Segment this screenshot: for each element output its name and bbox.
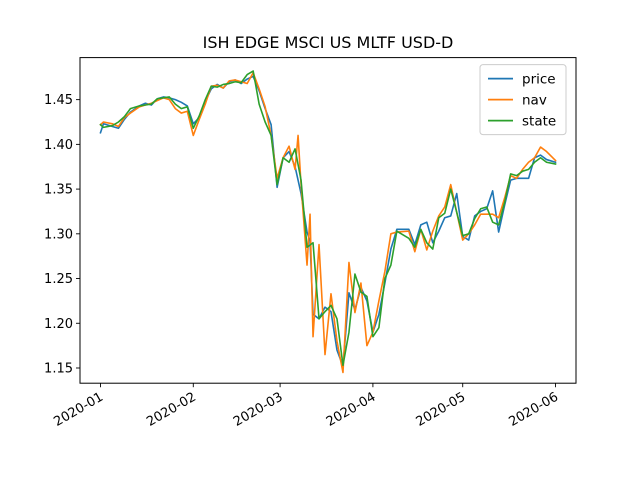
y-tick-label: 1.15 bbox=[44, 361, 73, 376]
series-layer bbox=[99, 70, 557, 374]
series-line-state bbox=[99, 70, 557, 367]
x-tick-label: 2020-04 bbox=[324, 390, 379, 430]
y-axis: 1.15 1.20 1.25 1.30 1.35 1.40 1.45 bbox=[44, 93, 80, 376]
legend-label-price: price bbox=[522, 72, 556, 88]
y-tick-label: 1.40 bbox=[44, 138, 73, 153]
y-tick-label: 1.30 bbox=[44, 227, 73, 242]
x-tick-label: 2020-05 bbox=[414, 390, 469, 430]
x-tick-label: 2020-01 bbox=[51, 390, 106, 430]
legend: price nav state bbox=[479, 64, 567, 136]
y-tick-label: 1.20 bbox=[44, 317, 73, 332]
plot-frame bbox=[79, 57, 577, 384]
x-tick-label: 2020-03 bbox=[231, 390, 286, 430]
legend-label-nav: nav bbox=[522, 93, 547, 109]
y-tick-label: 1.35 bbox=[44, 183, 73, 198]
y-tick-label: 1.25 bbox=[44, 272, 73, 287]
y-tick-label: 1.45 bbox=[44, 93, 73, 108]
x-tick-label: 2020-02 bbox=[144, 390, 199, 430]
legend-label-state: state bbox=[522, 114, 556, 130]
x-axis: 2020-01 2020-02 2020-03 2020-04 2020-05 2020-… bbox=[51, 383, 561, 430]
chart-title: ISH EDGE MSCI US MLTF USD-D bbox=[203, 33, 454, 52]
legend-box bbox=[479, 64, 567, 136]
x-tick-label: 2020-06 bbox=[506, 390, 561, 430]
